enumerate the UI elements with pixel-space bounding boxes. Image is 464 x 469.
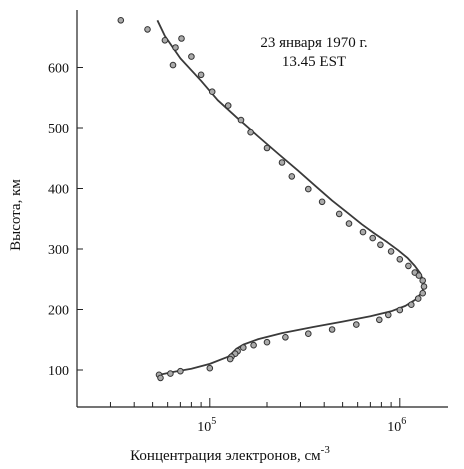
y-tick-label: 400 — [48, 183, 69, 198]
data-point — [177, 367, 184, 375]
annotation-date: 23 января 1970 г. — [260, 35, 367, 51]
data-point — [117, 17, 125, 24]
data-point — [414, 295, 422, 302]
x-tick-label-base: 10 — [197, 420, 211, 435]
x-axis-label-exponent: -3 — [321, 444, 331, 456]
plot-frame — [76, 10, 448, 408]
data-point — [188, 53, 195, 60]
data-point — [376, 316, 383, 324]
profile-curve — [156, 19, 425, 377]
y-axis-label: Высота, км — [8, 179, 24, 251]
data-point — [167, 370, 174, 377]
data-point — [178, 35, 185, 42]
data-point — [263, 144, 271, 152]
data-point — [157, 374, 164, 382]
data-point — [419, 289, 427, 297]
x-ticks: 105 106 — [76, 398, 406, 435]
data-point — [353, 321, 360, 328]
data-point — [405, 262, 412, 270]
data-point — [305, 185, 312, 193]
x-tick-label: 106 — [387, 416, 406, 435]
data-point — [224, 102, 232, 109]
x-tick-label-exponent: 6 — [401, 416, 406, 427]
data-point — [226, 355, 234, 363]
y-ticks: 100 200 300 400 500 600 — [48, 62, 83, 379]
data-point — [408, 301, 415, 309]
data-layer — [117, 17, 428, 382]
data-point — [288, 173, 296, 180]
data-point — [420, 283, 428, 290]
data-point — [197, 71, 205, 79]
data-point — [359, 228, 367, 236]
data-point — [208, 88, 216, 95]
data-point — [385, 311, 392, 319]
data-point — [161, 37, 169, 44]
data-point — [282, 334, 289, 341]
y-tick-label: 100 — [48, 364, 69, 379]
x-axis-label: Концентрация электронов, см-3 — [130, 444, 330, 464]
data-point — [396, 306, 404, 314]
data-point — [305, 330, 312, 338]
data-point — [335, 210, 343, 218]
data-point — [419, 277, 427, 284]
data-point — [328, 326, 336, 333]
data-point — [278, 159, 286, 166]
data-point — [240, 344, 247, 351]
x-tick-label: 105 — [197, 416, 216, 435]
x-tick-label-base: 10 — [387, 420, 401, 435]
x-axis-label-text: Концентрация электронов, см — [130, 448, 321, 464]
data-point — [250, 341, 257, 349]
data-point — [172, 44, 179, 51]
data-point — [206, 364, 214, 372]
data-point — [263, 338, 271, 346]
y-tick-label: 200 — [48, 304, 69, 319]
data-point — [318, 198, 326, 206]
data-point — [345, 220, 353, 227]
data-point — [237, 116, 245, 124]
data-point — [396, 256, 404, 263]
annotation-time: 13.45 EST — [282, 54, 346, 70]
data-point — [369, 234, 377, 242]
data-point — [169, 61, 177, 69]
data-point — [415, 272, 423, 279]
y-tick-label: 600 — [48, 62, 69, 77]
y-tick-label: 500 — [48, 122, 69, 137]
data-point — [377, 241, 384, 249]
x-tick-label-exponent: 5 — [211, 416, 216, 427]
data-point — [247, 128, 254, 136]
y-tick-label: 300 — [48, 243, 69, 258]
data-point — [144, 26, 151, 33]
data-point — [387, 248, 395, 255]
